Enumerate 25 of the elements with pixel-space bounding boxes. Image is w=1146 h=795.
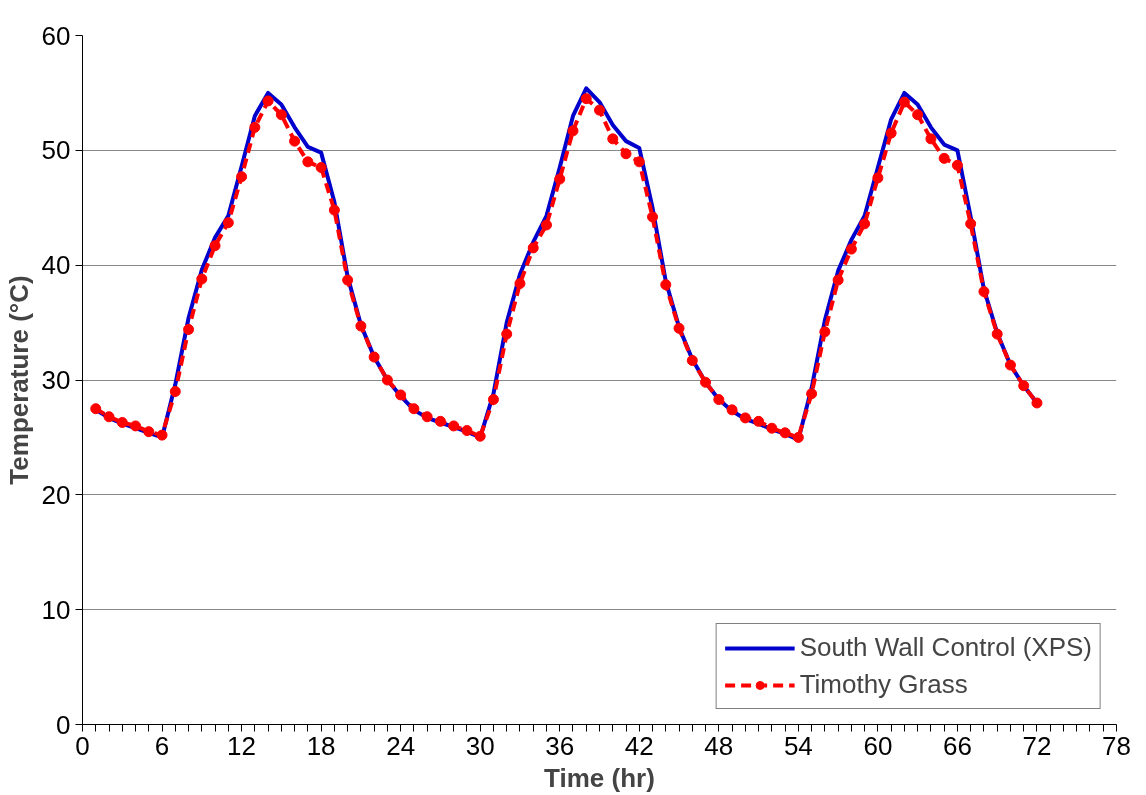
y-tick-label: 30 xyxy=(41,365,71,395)
x-tick-label: 18 xyxy=(306,730,336,761)
x-tick-label: 36 xyxy=(545,730,575,761)
x-tick-label: 12 xyxy=(227,730,257,761)
x-tick-label: 30 xyxy=(465,730,495,761)
y-tick-label: 40 xyxy=(41,250,71,281)
legend-label: South Wall Control (XPS) xyxy=(799,632,1092,663)
x-tick-label: 54 xyxy=(783,730,813,761)
x-tick-label: 48 xyxy=(704,730,734,761)
x-axis-title: Time (hr) xyxy=(544,762,655,793)
x-tick-label: 72 xyxy=(1022,730,1052,761)
x-tick-label: 60 xyxy=(863,730,893,761)
y-tick-label: 60 xyxy=(41,20,71,51)
x-tick-label: 24 xyxy=(386,730,416,761)
y-tick-label: 20 xyxy=(41,479,71,510)
y-tick-label: 10 xyxy=(41,594,71,625)
x-tick-label: 78 xyxy=(1102,730,1131,761)
y-axis-title: Temperature (°C) xyxy=(3,275,34,485)
x-tick-label: 66 xyxy=(942,730,972,761)
x-tick-label: 6 xyxy=(154,730,170,761)
x-tick-label: 42 xyxy=(624,730,654,761)
y-tick-label: 0 xyxy=(56,709,71,740)
x-tick-label: 0 xyxy=(75,730,90,761)
legend-label: Timothy Grass xyxy=(799,669,968,700)
y-tick-label: 50 xyxy=(41,135,71,166)
